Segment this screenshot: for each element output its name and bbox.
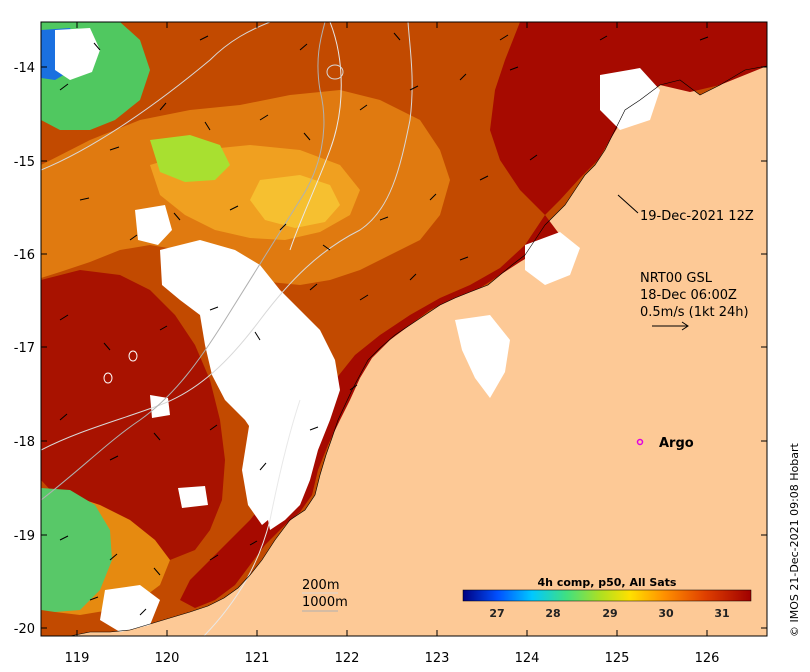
cool-patch-nw-2 bbox=[150, 135, 230, 182]
island-outline-2 bbox=[128, 350, 138, 362]
depth-contour-label-200m: 200m bbox=[302, 578, 339, 593]
plot-frame bbox=[40, 21, 768, 637]
lat-tick-label: -17 bbox=[14, 341, 35, 356]
lon-tick-label: 126 bbox=[695, 651, 720, 666]
cloud-patch-7 bbox=[178, 486, 208, 508]
credit-text: © IMOS 21-Dec-2021 09:08 Hobart bbox=[788, 442, 801, 637]
colorbar-title: 4h comp, p50, All Sats bbox=[538, 576, 677, 589]
scale-arrow-icon bbox=[652, 321, 689, 331]
depth-contour-1000m bbox=[41, 22, 326, 501]
lon-tick-label: 123 bbox=[425, 651, 450, 666]
colorbar-tick-label: 31 bbox=[714, 607, 729, 620]
lon-tick-label: 122 bbox=[335, 651, 360, 666]
colorbar-tick-label: 29 bbox=[602, 607, 617, 620]
mid-zone-c bbox=[250, 175, 340, 228]
lon-tick-label: 125 bbox=[605, 651, 630, 666]
colorbar: 4h comp, p50, All Sats 27 28 29 30 31 bbox=[462, 576, 752, 620]
colorbar-gradient bbox=[462, 589, 752, 602]
depth-contour-200m bbox=[41, 22, 413, 451]
cloud-patch-10 bbox=[455, 315, 510, 398]
depth-contour-label-1000m: 1000m bbox=[302, 595, 348, 610]
cloud-patch-9 bbox=[525, 232, 580, 285]
lat-tick-label: -18 bbox=[14, 435, 35, 450]
depth-contour-coastal bbox=[203, 399, 301, 636]
timestamp-leader-line bbox=[617, 194, 639, 214]
argo-marker-icon bbox=[636, 438, 644, 446]
axis-ticks bbox=[41, 22, 767, 636]
colorbar-tick-label: 30 bbox=[658, 607, 674, 620]
colorbar-tick-label: 27 bbox=[489, 607, 504, 620]
lon-tick-label: 119 bbox=[65, 651, 90, 666]
coastline bbox=[69, 65, 767, 636]
lat-tick-label: -14 bbox=[14, 61, 35, 76]
lat-tick-label: -15 bbox=[14, 155, 35, 170]
cloud-patch-1 bbox=[160, 240, 340, 530]
lon-tick-label: 121 bbox=[245, 651, 270, 666]
current-time-label: 18-Dec 06:00Z bbox=[640, 288, 737, 303]
cool-patch-sw bbox=[41, 488, 112, 612]
cloud-patch-4 bbox=[55, 28, 100, 80]
depth-contour-east bbox=[289, 22, 342, 251]
current-source-label: NRT00 GSL bbox=[640, 271, 713, 286]
lat-tick-label: -16 bbox=[14, 248, 35, 263]
cloud-patch-5 bbox=[100, 585, 160, 632]
cloud-patch-6 bbox=[150, 395, 170, 418]
warm-zone-north bbox=[490, 22, 767, 215]
argo-label: Argo bbox=[659, 436, 694, 451]
cloud-patch-8 bbox=[600, 68, 660, 130]
lat-tick-label: -19 bbox=[14, 529, 35, 544]
island-outline-3 bbox=[103, 372, 113, 384]
current-scale-label: 0.5m/s (1kt 24h) bbox=[640, 305, 749, 320]
current-vectors bbox=[59, 32, 709, 616]
lon-tick-label: 120 bbox=[155, 651, 180, 666]
colorbar-tick-label: 28 bbox=[545, 607, 560, 620]
cloud-patch-3 bbox=[135, 205, 172, 245]
lat-tick-label: -20 bbox=[14, 622, 35, 637]
island-outline bbox=[326, 64, 344, 80]
timestamp-label: 19-Dec-2021 12Z bbox=[640, 209, 754, 224]
lon-tick-label: 124 bbox=[515, 651, 540, 666]
